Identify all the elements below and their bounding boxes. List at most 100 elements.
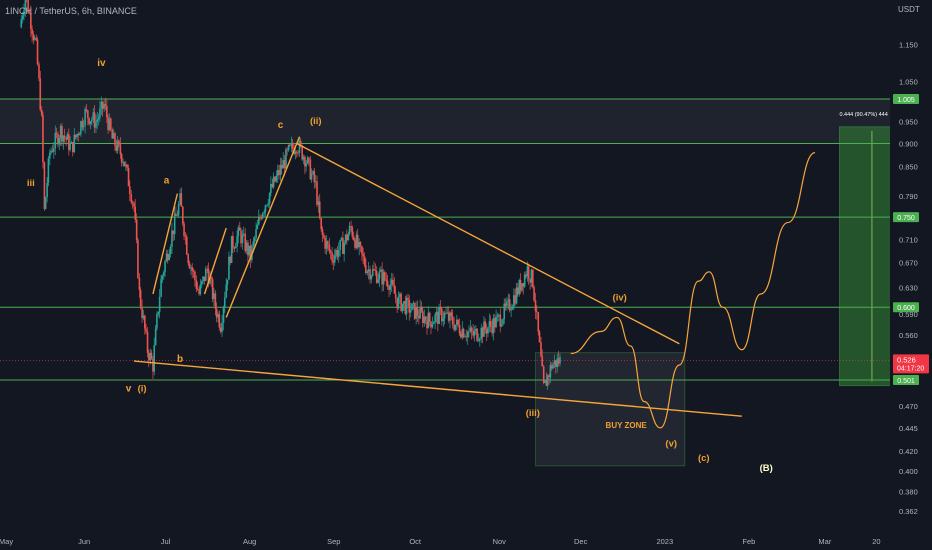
candle-body (342, 237, 344, 254)
candle-body (491, 325, 493, 334)
candle-body (39, 78, 42, 110)
candle-body (495, 316, 497, 328)
candle-body (99, 108, 101, 118)
candle-body (267, 203, 269, 206)
candle-body (442, 318, 445, 322)
candle-body (525, 274, 527, 277)
candle-body (127, 167, 130, 187)
candle-body (70, 142, 73, 143)
x-tick-label: Jun (78, 537, 90, 546)
candle-body (477, 340, 480, 342)
candle-body (219, 327, 222, 332)
candle-body (261, 213, 264, 219)
x-tick-label: Feb (742, 537, 755, 546)
candle-body (122, 161, 124, 163)
candle-body (182, 206, 184, 224)
candle-body (74, 134, 77, 138)
candle-body (494, 318, 496, 328)
candle-body (232, 236, 234, 249)
candle-body (484, 321, 487, 329)
candle-body (58, 138, 61, 145)
wave-label: c (278, 120, 284, 131)
candle-body (355, 234, 358, 248)
candle-body (63, 135, 66, 138)
trendline-wave-small-up[interactable] (203, 227, 227, 295)
candle-body (423, 316, 426, 324)
candle-body (465, 336, 468, 338)
candle-body (437, 311, 439, 324)
candle-body (399, 293, 401, 297)
candle-body (283, 160, 286, 169)
candle-body (369, 269, 371, 280)
candle-body (381, 269, 383, 285)
candle-body (527, 266, 530, 279)
candle-body (346, 234, 348, 241)
candle-body (301, 145, 303, 160)
y-tick-label: 0.950 (899, 118, 918, 127)
candle-body (104, 104, 107, 107)
candle-body (145, 328, 147, 332)
candle-body (228, 256, 230, 280)
candle-body (195, 280, 198, 289)
candle-body (176, 215, 179, 217)
candle-body (28, 12, 31, 14)
candle-body (42, 114, 44, 163)
candle-body (184, 236, 187, 237)
candle-body (206, 268, 209, 270)
candle-body (416, 307, 419, 316)
candle-body (537, 312, 540, 332)
candle-body (242, 233, 245, 235)
candle-body (92, 112, 95, 120)
candle-body (158, 296, 161, 312)
candle-body (274, 176, 276, 182)
trendline-triangle-upper[interactable] (296, 142, 680, 345)
candle-body (479, 338, 481, 341)
candle-body (126, 164, 128, 168)
candle-body (498, 314, 500, 316)
candle-body (248, 245, 250, 256)
candle-body (30, 13, 32, 30)
candle-body (88, 117, 90, 125)
candle-body (141, 306, 143, 318)
candle-body (53, 148, 55, 152)
candle-body (310, 173, 313, 180)
level-badge (893, 94, 919, 104)
trendline-triangle-lower[interactable] (133, 360, 742, 417)
candle-body (546, 375, 549, 386)
candle-body (534, 300, 537, 312)
candle-body (306, 157, 309, 164)
trendline-wave-a-up[interactable] (152, 193, 179, 295)
y-tick-label: 1.050 (899, 77, 918, 86)
candle-body (538, 331, 541, 343)
candle-body (237, 227, 240, 237)
trendline-wave-c-up[interactable] (225, 136, 301, 318)
candle-body (278, 170, 280, 176)
candle-body (450, 312, 453, 317)
candle-body (409, 310, 412, 313)
candle-body (388, 286, 390, 291)
candle-body (454, 324, 457, 330)
candle-body (259, 217, 261, 219)
candle-body (156, 313, 158, 329)
level-badge-text: 0.600 (897, 305, 915, 312)
candle-body (308, 157, 310, 160)
projection-path[interactable] (570, 152, 816, 429)
candle-body (57, 134, 59, 145)
candle-body (468, 331, 470, 333)
candle-body (472, 331, 474, 336)
level-badge-text: 0.501 (897, 378, 915, 385)
candle-body (466, 331, 469, 338)
target-measure-label: 0.444 (90.47%) 444 (839, 112, 887, 118)
candle-body (362, 253, 364, 257)
candle-body (192, 270, 195, 272)
candle-body (50, 150, 52, 153)
candle-body (514, 295, 516, 304)
candle-body (81, 121, 84, 128)
candle-body (350, 226, 352, 228)
candle-body (62, 135, 65, 142)
candle-body (506, 301, 508, 307)
candle-body (263, 211, 266, 214)
candle-body (328, 244, 331, 251)
target-box[interactable] (839, 126, 897, 387)
